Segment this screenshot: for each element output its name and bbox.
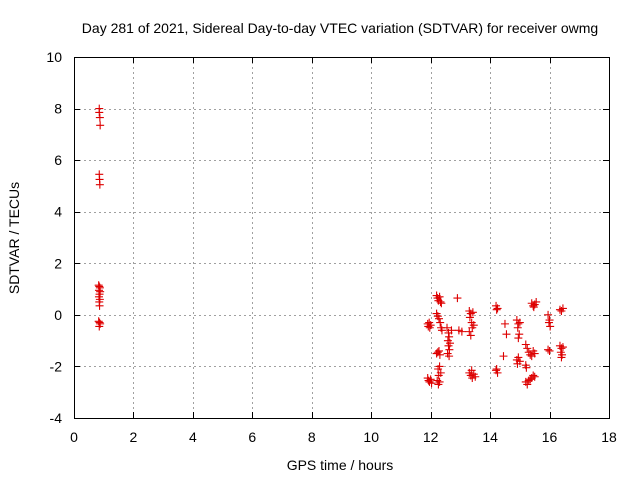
data-point: [95, 113, 104, 122]
y-tick-label: -2: [50, 358, 63, 374]
y-tick-label: 6: [54, 152, 62, 168]
x-axis-tick-labels: 0 2 4 6 8 10 12 14 16 18: [70, 429, 617, 445]
data-point: [466, 331, 475, 340]
data-point: [513, 323, 522, 332]
x-tick-label: 14: [482, 429, 498, 445]
y-tick-label: 10: [46, 49, 62, 65]
data-point: [558, 343, 567, 352]
data-point: [435, 292, 444, 301]
data-point: [436, 297, 445, 306]
x-tick-label: 16: [542, 429, 558, 445]
data-point: [437, 326, 446, 335]
x-tick-label: 6: [248, 429, 256, 445]
data-point: [546, 322, 555, 331]
data-point: [514, 319, 523, 328]
data-point: [95, 180, 104, 189]
data-point: [530, 349, 539, 358]
data-point: [466, 309, 475, 318]
data-point: [492, 305, 501, 314]
data-point: [557, 344, 566, 353]
data-point: [435, 377, 444, 386]
data-point: [427, 379, 436, 388]
data-point: [532, 297, 541, 306]
axis-ticks: [74, 57, 610, 419]
data-point: [515, 318, 524, 327]
data-point: [529, 303, 538, 312]
data-point: [502, 330, 511, 339]
data-point: [436, 318, 445, 327]
x-tick-label: 18: [601, 429, 617, 445]
y-tick-label: -4: [50, 410, 63, 426]
data-point: [514, 353, 523, 362]
data-point: [523, 344, 532, 353]
data-point: [426, 375, 435, 384]
x-tick-label: 4: [189, 429, 197, 445]
data-point: [434, 314, 443, 323]
data-point: [95, 301, 104, 310]
data-point: [96, 121, 105, 130]
data-point: [522, 363, 531, 372]
data-point: [557, 353, 566, 362]
data-point: [469, 321, 478, 330]
data-point: [437, 299, 446, 308]
y-axis-tick-labels: -4 -2 0 2 4 6 8 10: [46, 49, 62, 426]
data-point: [467, 366, 476, 375]
y-tick-label: 8: [54, 101, 62, 117]
data-point: [95, 108, 104, 117]
data-point: [493, 368, 502, 377]
y-axis-label: SDTVAR / TECUs: [6, 182, 22, 294]
data-point: [434, 371, 443, 380]
data-point: [530, 372, 539, 381]
data-point: [435, 362, 444, 371]
data-point: [465, 327, 474, 336]
x-tick-label: 10: [363, 429, 379, 445]
data-point: [521, 340, 530, 349]
data-point: [457, 327, 466, 336]
data-point: [444, 341, 453, 350]
data-point: [468, 308, 477, 317]
data-points: [94, 104, 567, 389]
data-point: [500, 319, 509, 328]
data-point: [544, 318, 553, 327]
data-point: [434, 346, 443, 355]
data-point: [465, 313, 474, 322]
data-point: [426, 321, 435, 330]
data-point: [95, 322, 104, 331]
x-axis-label: GPS time / hours: [287, 457, 394, 473]
data-point: [447, 326, 456, 335]
x-tick-label: 0: [70, 429, 78, 445]
x-tick-label: 8: [308, 429, 316, 445]
data-point: [544, 345, 553, 354]
data-point: [523, 380, 532, 389]
chart-title: Day 281 of 2021, Sidereal Day-to-day VTE…: [82, 20, 598, 36]
y-tick-label: 2: [54, 255, 62, 271]
plot-frame: [74, 57, 610, 419]
data-point: [445, 352, 454, 361]
data-point: [514, 334, 523, 343]
data-point: [453, 294, 462, 303]
y-tick-label: 0: [54, 307, 62, 323]
x-tick-label: 12: [423, 429, 439, 445]
data-point: [493, 304, 502, 313]
data-point: [515, 330, 524, 339]
data-point: [529, 371, 538, 380]
data-point: [513, 359, 522, 368]
data-point: [435, 350, 444, 359]
data-point: [558, 304, 567, 313]
data-point: [471, 372, 480, 381]
x-tick-label: 2: [130, 429, 138, 445]
data-point: [499, 352, 508, 361]
data-point: [492, 365, 501, 374]
grid-lines: [74, 57, 609, 418]
data-point: [443, 323, 452, 332]
data-point: [544, 310, 553, 319]
y-tick-label: 4: [54, 204, 62, 220]
data-point: [545, 346, 554, 355]
data-point: [445, 332, 454, 341]
